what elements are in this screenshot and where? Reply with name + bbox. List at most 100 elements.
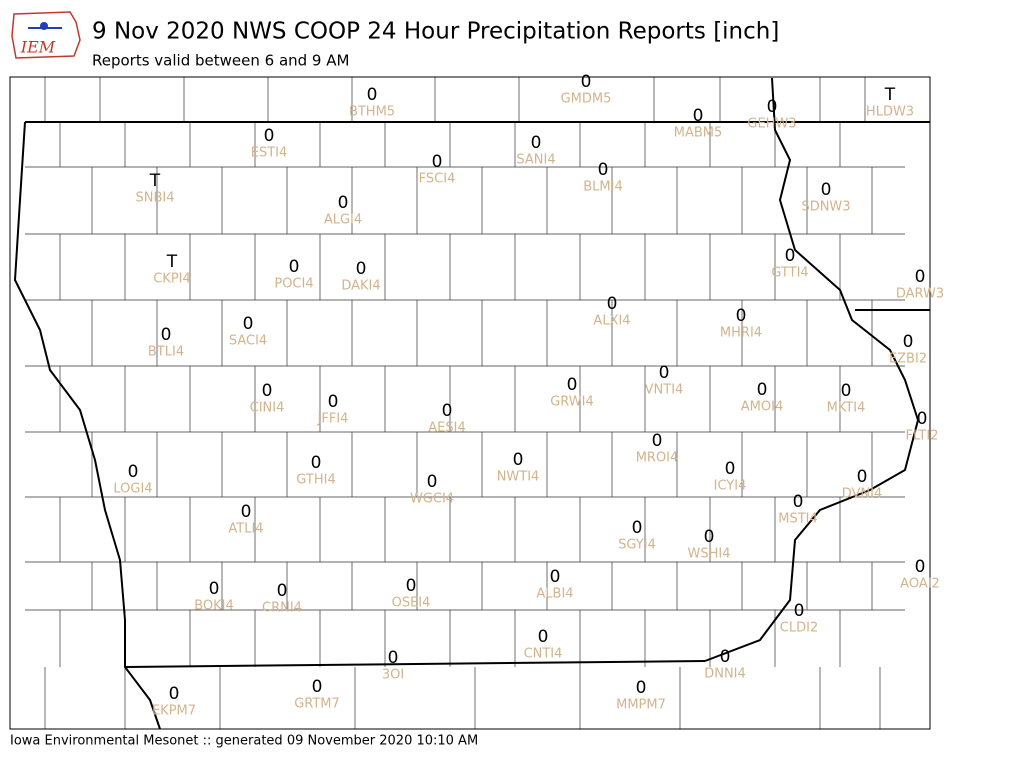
- station-id: LOGI4: [113, 482, 152, 497]
- station-value: 0: [277, 581, 288, 601]
- station-value: 0: [289, 257, 300, 277]
- station-id: CRNI4: [262, 601, 302, 616]
- station-id: MROI4: [636, 451, 679, 466]
- footer: Iowa Environmental Mesonet :: generated …: [10, 734, 478, 749]
- state-border: [124, 660, 706, 668]
- station-id: JFFI4: [317, 412, 349, 427]
- station-value: 0: [821, 180, 832, 200]
- station-value: 0: [693, 106, 704, 126]
- station-id: SNBI4: [136, 191, 175, 206]
- station-value: 0: [767, 97, 778, 117]
- station-value: 0: [442, 401, 453, 421]
- station-value: 0: [128, 462, 139, 482]
- station-value: T: [884, 85, 896, 105]
- station-id: GMDM5: [561, 92, 612, 107]
- station-value: 0: [406, 576, 417, 596]
- station-id: WGCI4: [410, 492, 454, 507]
- station-value: 0: [311, 453, 322, 473]
- logo-outline: [11, 11, 81, 59]
- station-id: GTHI4: [296, 473, 335, 488]
- river: [13, 121, 161, 730]
- station-id: BTLI4: [148, 345, 184, 360]
- station-value: 0: [338, 193, 349, 213]
- station-value: 0: [632, 518, 643, 538]
- station-id: MMPM7: [616, 698, 666, 713]
- station-value: 0: [704, 527, 715, 547]
- station-value: 0: [598, 160, 609, 180]
- station-id: ESTI4: [251, 146, 288, 161]
- station-value: 0: [262, 381, 273, 401]
- station-id: POCI4: [274, 277, 313, 292]
- station-value: 0: [725, 459, 736, 479]
- station-value: 0: [659, 363, 670, 383]
- station-id: NWTI4: [497, 470, 540, 485]
- river: [704, 77, 920, 662]
- station-id: SACI4: [229, 334, 267, 349]
- station-id: SANI4: [516, 153, 555, 168]
- station-value: 0: [841, 381, 852, 401]
- station-value: 0: [427, 472, 438, 492]
- station-id: AMOI4: [741, 400, 783, 415]
- station-id: VNTI4: [645, 383, 684, 398]
- station-id: MKTI4: [827, 401, 866, 416]
- station-id: OSEI4: [392, 596, 431, 611]
- station-id: ALBI4: [536, 587, 573, 602]
- station-value: 0: [793, 492, 804, 512]
- station-id: ICYI4: [714, 479, 747, 494]
- station-value: 0: [917, 409, 928, 429]
- station-id: FLTI2: [906, 429, 939, 444]
- logo-text: IEM: [20, 38, 56, 57]
- station-id: ALGI4: [324, 213, 362, 228]
- station-value: 0: [241, 502, 252, 522]
- station-id: DNNI4: [704, 667, 746, 682]
- station-id: 3OI: [382, 668, 404, 683]
- station-value: 0: [161, 325, 172, 345]
- station-id: GTTI4: [771, 266, 808, 281]
- station-value: 0: [903, 332, 914, 352]
- station-id: SGYI4: [618, 538, 656, 553]
- station-value: 0: [264, 126, 275, 146]
- logo: IEM: [11, 11, 81, 59]
- logo-graphic: [40, 22, 48, 30]
- station-value: 0: [312, 677, 323, 697]
- station-value: T: [149, 171, 161, 191]
- station-id: CLDI2: [780, 621, 818, 636]
- station-value: 0: [915, 267, 926, 287]
- station-id: BTHM5: [349, 105, 395, 120]
- station-value: 0: [356, 259, 367, 279]
- station-id: GRWI4: [550, 395, 594, 410]
- station-id: BLMI4: [583, 180, 622, 195]
